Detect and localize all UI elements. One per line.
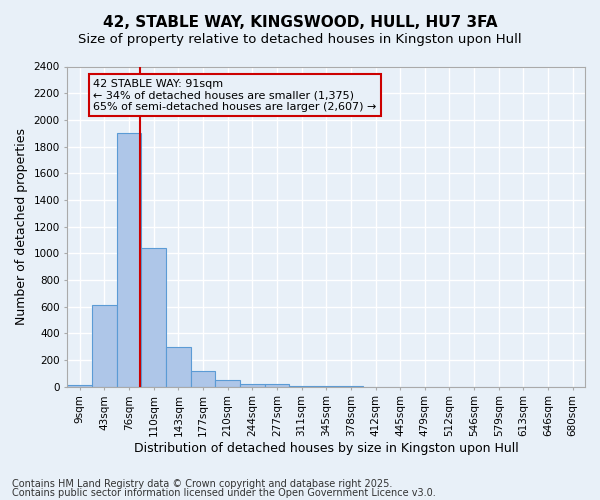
Text: Size of property relative to detached houses in Kingston upon Hull: Size of property relative to detached ho… xyxy=(78,32,522,46)
Text: 42, STABLE WAY, KINGSWOOD, HULL, HU7 3FA: 42, STABLE WAY, KINGSWOOD, HULL, HU7 3FA xyxy=(103,15,497,30)
Bar xyxy=(265,384,289,386)
Bar xyxy=(166,348,191,387)
Bar xyxy=(215,380,240,386)
Bar xyxy=(240,384,265,386)
Bar xyxy=(117,133,142,386)
Bar xyxy=(92,306,117,386)
X-axis label: Distribution of detached houses by size in Kingston upon Hull: Distribution of detached houses by size … xyxy=(134,442,518,455)
Text: Contains public sector information licensed under the Open Government Licence v3: Contains public sector information licen… xyxy=(12,488,436,498)
Text: Contains HM Land Registry data © Crown copyright and database right 2025.: Contains HM Land Registry data © Crown c… xyxy=(12,479,392,489)
Bar xyxy=(142,248,166,386)
Text: 42 STABLE WAY: 91sqm
← 34% of detached houses are smaller (1,375)
65% of semi-de: 42 STABLE WAY: 91sqm ← 34% of detached h… xyxy=(94,78,377,112)
Y-axis label: Number of detached properties: Number of detached properties xyxy=(15,128,28,325)
Bar xyxy=(191,370,215,386)
